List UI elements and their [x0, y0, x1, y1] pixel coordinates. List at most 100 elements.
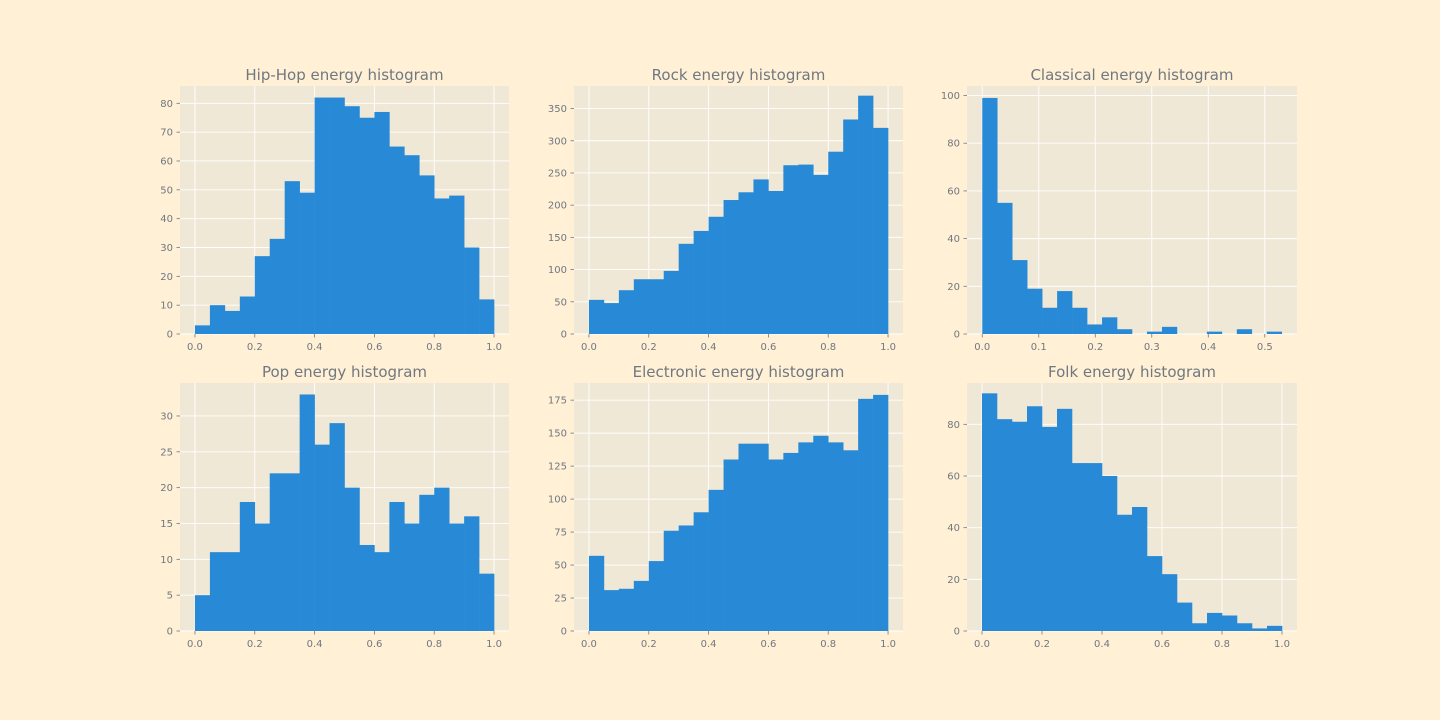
y-tick-label: 300 — [548, 136, 567, 147]
x-tick-label: 0.2 — [247, 342, 263, 353]
histogram-bar — [1267, 625, 1283, 631]
histogram-bar — [1147, 556, 1163, 631]
x-tick-label: 0.0 — [581, 639, 597, 650]
y-tick-label: 20 — [160, 483, 173, 494]
histogram-bar — [1057, 291, 1073, 334]
histogram-bar — [753, 443, 769, 631]
chart-title: Pop energy histogram — [262, 363, 427, 381]
histogram-bar — [1012, 421, 1028, 631]
histogram-bar — [284, 181, 300, 334]
histogram-bar — [359, 117, 375, 334]
y-tick-label: 25 — [160, 447, 173, 458]
histogram-bar — [1236, 329, 1253, 334]
histogram-bar — [314, 97, 330, 334]
x-tick-label: 0.3 — [1144, 342, 1160, 353]
x-tick-label: 0.8 — [820, 639, 836, 650]
y-tick-label: 100 — [941, 91, 960, 102]
histogram-bar — [1012, 260, 1028, 334]
histogram-bar — [828, 442, 844, 631]
histogram-bar — [419, 175, 435, 334]
histogram-bar — [738, 443, 754, 631]
y-tick-label: 80 — [947, 420, 960, 431]
histogram-bar — [299, 192, 315, 334]
histogram-bar — [603, 303, 620, 334]
histogram-bar — [1042, 426, 1058, 631]
histogram-bar — [1132, 507, 1148, 631]
y-tick-label: 80 — [160, 99, 173, 110]
x-tick-label: 0.4 — [701, 639, 717, 650]
histogram-bar — [389, 146, 405, 334]
histogram-bar — [1087, 324, 1103, 334]
x-tick-label: 0.2 — [1034, 639, 1050, 650]
x-tick-label: 0.2 — [641, 639, 657, 650]
x-tick-label: 0.6 — [366, 342, 382, 353]
histogram-bar — [1162, 574, 1178, 631]
y-tick-label: 10 — [160, 555, 173, 566]
histogram-bar — [1117, 329, 1133, 334]
histogram-bar — [997, 202, 1013, 334]
histogram-bar — [678, 243, 694, 334]
y-tick-label: 70 — [160, 128, 173, 139]
histogram-bar — [982, 97, 998, 334]
histogram-bar — [404, 155, 420, 334]
histogram-bar — [843, 450, 859, 631]
histogram-bar — [738, 192, 754, 334]
histogram-bar — [419, 494, 435, 631]
histogram-bar — [798, 442, 814, 631]
y-tick-label: 75 — [554, 528, 567, 539]
x-tick-label: 0.8 — [426, 639, 442, 650]
x-tick-label: 0.2 — [1087, 342, 1103, 353]
histogram-bar — [618, 290, 635, 334]
histogram-bar — [1042, 307, 1058, 334]
histogram-bar — [783, 452, 799, 631]
y-tick-label: 150 — [548, 233, 567, 244]
x-tick-label: 0.4 — [1094, 639, 1110, 650]
histogram-bar — [1161, 326, 1178, 334]
histogram-bar — [1222, 615, 1238, 631]
histogram-bar — [768, 190, 784, 334]
histogram-bar — [1192, 623, 1208, 631]
histogram-bar — [798, 164, 814, 334]
histogram-bar — [329, 423, 345, 631]
histogram-bar — [464, 247, 480, 334]
histogram-bar — [768, 459, 784, 631]
histogram-bar — [858, 95, 874, 334]
histogram-bar — [753, 179, 769, 334]
y-tick-label: 60 — [947, 472, 960, 483]
y-tick-label: 40 — [947, 523, 960, 534]
y-tick-label: 60 — [160, 156, 173, 167]
histogram-bar — [997, 419, 1013, 631]
y-tick-label: 40 — [160, 214, 173, 225]
histogram-bar — [389, 501, 405, 631]
histogram-bar — [1087, 463, 1103, 631]
histogram-panel-2: 0.0 0.1 0.2 0.3 0.4 0.5 0 20 40 60 80 100 Classical … — [941, 66, 1297, 353]
x-tick-label: 0.1 — [1031, 342, 1047, 353]
histogram-bar — [329, 97, 345, 334]
y-tick-label: 25 — [554, 594, 567, 605]
histogram-bar — [449, 523, 465, 631]
x-tick-label: 0.6 — [760, 342, 776, 353]
histogram-bar — [1252, 628, 1268, 631]
histogram-bar — [633, 279, 650, 334]
y-tick-label: 0 — [167, 330, 173, 341]
y-tick-label: 150 — [548, 429, 567, 440]
x-tick-label: 0.6 — [760, 639, 776, 650]
y-tick-label: 40 — [947, 234, 960, 245]
x-tick-label: 0.0 — [974, 342, 990, 353]
histogram-bar — [254, 256, 271, 334]
histogram-bar — [1027, 406, 1043, 631]
histogram-bar — [813, 435, 829, 631]
histogram-bar — [693, 512, 709, 631]
y-tick-label: 0 — [561, 627, 567, 638]
histogram-bar — [284, 473, 300, 631]
histogram-bar — [194, 595, 211, 631]
x-tick-label: 0.4 — [701, 342, 717, 353]
chart-title: Hip-Hop energy histogram — [245, 66, 443, 84]
y-tick-label: 30 — [160, 243, 173, 254]
x-tick-label: 1.0 — [1274, 639, 1290, 650]
histogram-panel-1: 0.0 0.2 0.4 0.6 0.8 1.0 0 50 100 150 200 250 300 350 R… — [548, 66, 903, 353]
x-tick-label: 1.0 — [880, 342, 896, 353]
chart-title: Folk energy histogram — [1048, 363, 1216, 381]
x-tick-label: 0.0 — [581, 342, 597, 353]
